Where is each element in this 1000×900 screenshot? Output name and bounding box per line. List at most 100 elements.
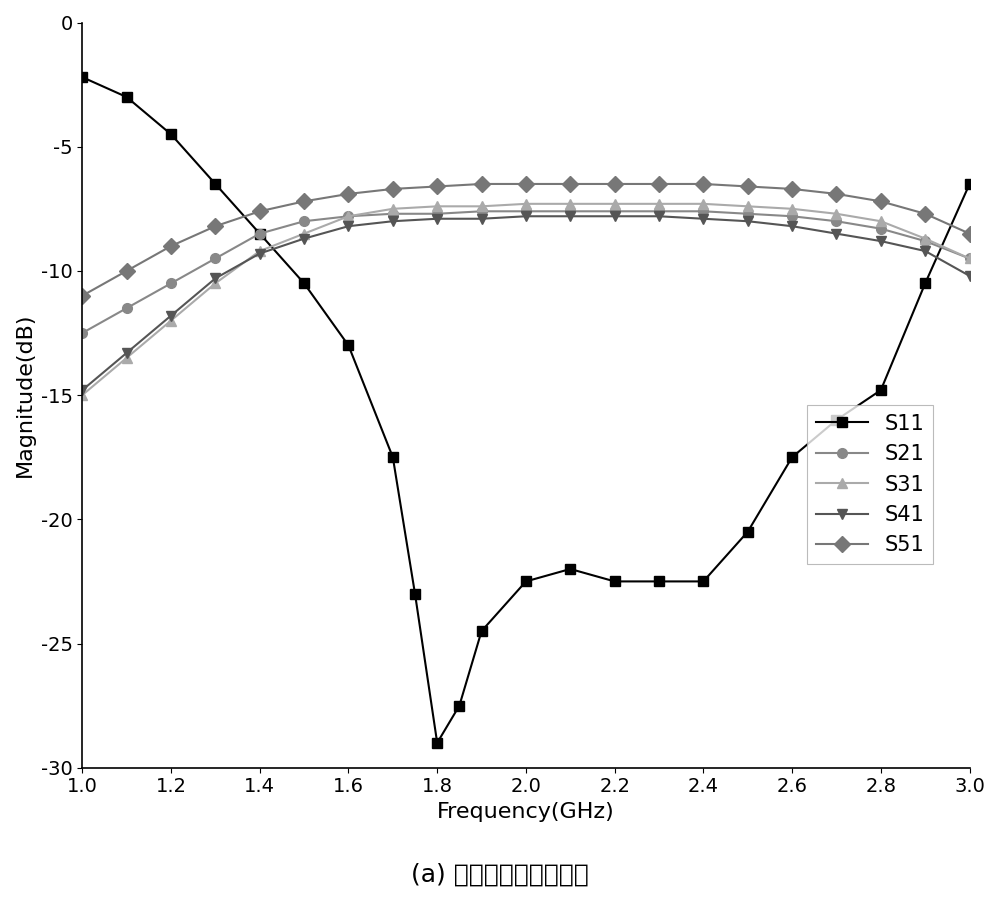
S31 [476,201,488,212]
S31 [387,203,399,214]
S11 [964,178,976,189]
S11 [919,278,931,289]
S51 [697,178,709,189]
S31 [697,198,709,209]
S31 [431,201,443,212]
S51 [964,229,976,239]
S21 [431,209,443,220]
S11 [121,92,133,103]
S21 [520,206,532,217]
S21 [165,278,177,289]
S31 [609,198,621,209]
S41 [121,347,133,358]
S11 [342,340,354,351]
S51 [121,266,133,276]
X-axis label: Frequency(GHz): Frequency(GHz) [437,802,615,822]
S51 [875,196,887,207]
S21 [697,206,709,217]
S41 [254,248,266,259]
S41 [786,220,798,231]
S11 [653,576,665,587]
S31 [919,233,931,244]
S21 [387,209,399,220]
S41 [76,384,88,395]
S41 [609,211,621,221]
S51 [919,209,931,220]
S21 [609,206,621,217]
S41 [342,220,354,231]
S11 [431,737,443,748]
S41 [875,236,887,247]
S11 [875,384,887,395]
S11 [786,452,798,463]
S31 [298,229,310,239]
S51 [387,184,399,194]
S31 [209,278,221,289]
S21 [342,211,354,221]
S41 [742,216,754,227]
S31 [653,198,665,209]
S11 [520,576,532,587]
S41 [830,229,842,239]
S31 [742,201,754,212]
S41 [165,310,177,321]
S41 [653,211,665,221]
S51 [830,188,842,199]
S41 [431,213,443,224]
Line: S21: S21 [77,206,974,338]
S51 [298,196,310,207]
S21 [121,302,133,313]
S31 [520,198,532,209]
Y-axis label: Magnitude(dB): Magnitude(dB) [15,313,35,477]
S51 [342,188,354,199]
S11 [476,626,488,636]
S21 [476,206,488,217]
Legend: S11, S21, S31, S41, S51: S11, S21, S31, S41, S51 [807,405,933,563]
S51 [254,206,266,217]
S51 [786,184,798,194]
S41 [476,213,488,224]
S51 [564,178,576,189]
S31 [875,216,887,227]
S11 [409,589,421,599]
S31 [786,203,798,214]
S21 [653,206,665,217]
S21 [830,216,842,227]
S11 [165,129,177,140]
S31 [964,253,976,264]
Text: (a) 输入回波与传输特性: (a) 输入回波与传输特性 [411,863,589,887]
S21 [786,211,798,221]
S51 [209,220,221,231]
S31 [254,246,266,256]
Line: S31: S31 [77,199,974,400]
S21 [298,216,310,227]
S51 [653,178,665,189]
Line: S11: S11 [77,72,974,748]
S11 [697,576,709,587]
S11 [830,415,842,426]
S31 [830,209,842,220]
S11 [609,576,621,587]
S21 [254,229,266,239]
Line: S41: S41 [77,212,974,395]
S11 [387,452,399,463]
S11 [298,278,310,289]
S51 [742,181,754,192]
S11 [453,700,465,711]
S11 [209,178,221,189]
S31 [342,211,354,221]
S21 [919,236,931,247]
S41 [919,246,931,256]
S51 [520,178,532,189]
S41 [520,211,532,221]
S21 [76,328,88,338]
Line: S51: S51 [77,178,975,302]
S41 [564,211,576,221]
S31 [564,198,576,209]
S11 [76,72,88,83]
S31 [121,353,133,364]
S21 [964,253,976,264]
S11 [742,526,754,537]
S11 [254,229,266,239]
S51 [609,178,621,189]
